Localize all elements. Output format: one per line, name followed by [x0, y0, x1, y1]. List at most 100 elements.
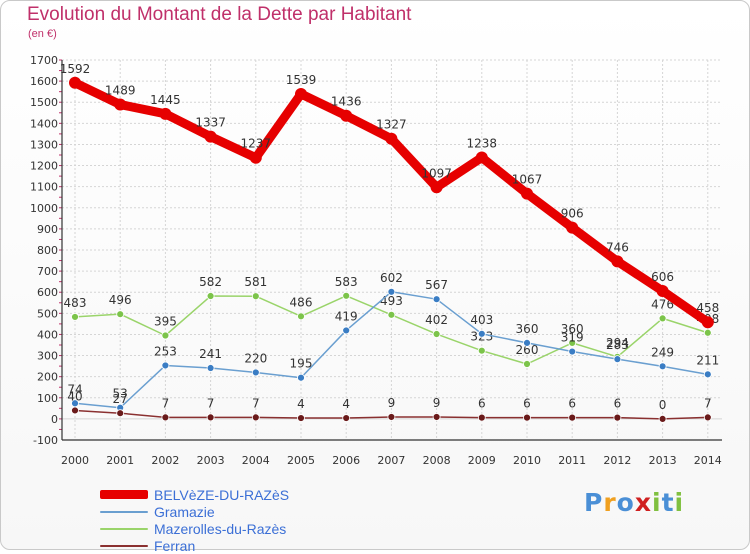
data-label: 582: [199, 275, 222, 289]
data-point: [387, 413, 396, 421]
legend-item-belveze[interactable]: BELVèZE-DU-RAZèS: [100, 486, 289, 503]
data-point: [297, 414, 305, 422]
legend-item-ferran[interactable]: Ferran: [100, 537, 289, 554]
y-tick-label: 200: [37, 371, 58, 384]
data-label: 1327: [376, 118, 407, 132]
data-label: 220: [244, 351, 267, 365]
data-point: [342, 291, 351, 300]
data-label: 7: [162, 396, 170, 410]
legend-label-ferran: Ferran: [154, 537, 196, 554]
data-point: [703, 413, 712, 422]
data-label: 294: [606, 336, 629, 350]
data-label: 4: [297, 397, 305, 411]
data-point: [297, 312, 305, 321]
data-point: [161, 361, 170, 370]
data-label: 0: [659, 398, 667, 412]
y-tick-label: 1600: [30, 75, 58, 88]
x-tick-label: 2009: [468, 454, 496, 467]
x-tick-label: 2001: [106, 454, 134, 467]
data-point: [477, 329, 486, 338]
x-tick-label: 2011: [558, 454, 586, 467]
data-point: [613, 413, 622, 422]
data-label: 74: [67, 382, 82, 396]
y-tick-label: -100: [33, 434, 58, 447]
data-point: [71, 313, 79, 321]
chart-title: Evolution du Montant de la Dette par Hab…: [27, 4, 412, 25]
y-tick-label: 100: [37, 392, 58, 405]
data-point: [566, 221, 579, 234]
data-label: 53: [113, 387, 128, 401]
y-tick-label: 1100: [30, 181, 58, 194]
data-label: 567: [425, 278, 448, 292]
data-label: 906: [561, 207, 584, 221]
legend: BELVèZE-DU-RAZèS Gramazie Mazerolles-du-…: [100, 486, 289, 554]
chart-subtitle: (en €): [28, 28, 57, 40]
data-point: [701, 316, 714, 329]
data-label: 1436: [331, 95, 362, 109]
data-label: 746: [606, 240, 629, 254]
data-label: 476: [651, 297, 674, 311]
data-label: 195: [290, 357, 313, 371]
y-tick-label: 1700: [30, 54, 58, 67]
legend-label-belveze: BELVèZE-DU-RAZèS: [154, 486, 290, 503]
data-label: 6: [614, 397, 622, 411]
data-label: 9: [388, 396, 396, 410]
x-tick-label: 2005: [287, 454, 315, 467]
legend-swatch-ferran: [100, 544, 148, 547]
data-point: [432, 330, 441, 338]
data-label: 395: [154, 315, 177, 329]
data-point: [477, 413, 486, 422]
x-tick-label: 2007: [377, 454, 405, 467]
data-point: [297, 373, 305, 382]
data-label: 1237: [241, 137, 272, 151]
data-point: [206, 364, 215, 372]
data-point: [568, 338, 577, 347]
data-label: 1097: [421, 166, 452, 180]
legend-item-mazerolles[interactable]: Mazerolles-du-Razès: [100, 520, 289, 537]
data-point: [475, 151, 488, 164]
data-point: [703, 328, 712, 337]
data-point: [159, 107, 172, 120]
data-label: 1489: [105, 84, 136, 98]
data-point: [340, 109, 353, 122]
x-tick-label: 2003: [197, 454, 225, 467]
y-tick-label: 300: [37, 350, 58, 363]
y-tick-label: 900: [37, 223, 58, 236]
y-tick-label: 400: [37, 328, 58, 341]
x-tick-label: 2008: [423, 454, 451, 467]
data-label: 1238: [467, 137, 498, 151]
data-point: [295, 87, 307, 100]
legend-item-gramazie[interactable]: Gramazie: [100, 503, 289, 520]
data-label: 402: [425, 313, 448, 327]
y-tick-label: 1500: [30, 96, 58, 109]
data-label: 403: [470, 313, 493, 327]
x-tick-label: 2002: [151, 454, 179, 467]
data-label: 241: [199, 347, 222, 361]
data-label: 27: [113, 392, 128, 406]
data-point: [521, 187, 533, 200]
x-tick-label: 2010: [513, 454, 541, 467]
data-point: [523, 360, 531, 368]
data-label: 253: [154, 344, 177, 358]
data-point: [656, 284, 669, 297]
data-label: 319: [561, 331, 584, 345]
data-label: 6: [568, 397, 576, 411]
data-label: 360: [561, 322, 584, 336]
data-point: [251, 413, 260, 422]
data-point: [658, 414, 667, 423]
y-tick-label: 1400: [30, 117, 58, 130]
data-point: [387, 310, 396, 319]
data-point: [658, 362, 667, 371]
data-label: 4: [342, 397, 350, 411]
proxiti-logo: Proxiti: [584, 488, 684, 517]
y-tick-label: 600: [37, 286, 58, 299]
data-label: 7: [252, 396, 260, 410]
data-label: 211: [696, 353, 719, 367]
data-point: [523, 338, 531, 347]
data-point: [477, 346, 486, 355]
logo-letter: t: [661, 488, 675, 517]
x-tick-label: 2013: [649, 454, 677, 467]
data-point: [161, 331, 170, 340]
x-tick-label: 2006: [332, 454, 360, 467]
